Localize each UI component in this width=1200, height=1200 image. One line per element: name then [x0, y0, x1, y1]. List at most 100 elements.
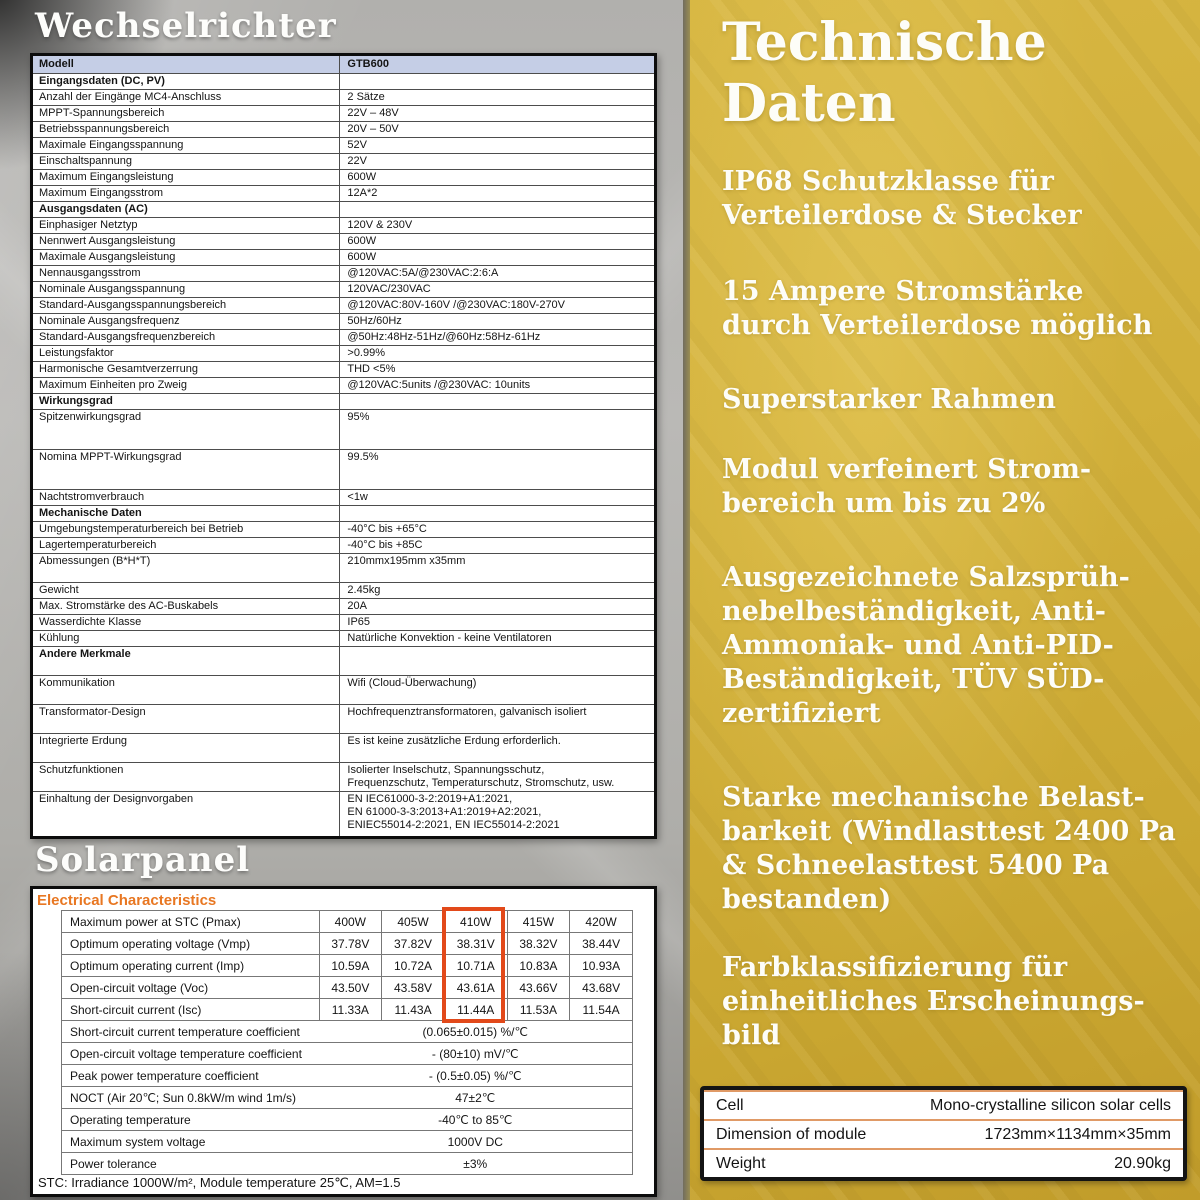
spec-value: EN IEC61000-3-2:2019+A1:2021, EN 61000-3… [347, 793, 560, 831]
spec-table-row: Maximum Einheiten pro Zweig @120VAC:5uni… [33, 378, 654, 394]
feature-bullet-ip68: IP68 Schutzklasse für Verteilerdose & St… [722, 166, 1082, 231]
spec-table-row: Max. Stromstärke des AC-Buskabels 20A [33, 599, 654, 615]
spec-value: @120VAC:5units /@230VAC: 10units [347, 379, 531, 391]
spec-label: Schutzfunktionen [33, 763, 341, 791]
module-table-row: Dimension of module 1723mm×1134mm×35mm [704, 1119, 1183, 1148]
spec-table-row: Ausgangsdaten (AC) [33, 202, 654, 218]
spec-table-row: Andere Merkmale [33, 647, 654, 676]
solar-table-row: Operating temperature -40℃ to 85℃ [62, 1109, 632, 1131]
module-row-value: 20.90kg [1114, 1154, 1171, 1172]
module-row-label: Dimension of module [716, 1125, 867, 1143]
spec-value: 600W [347, 251, 377, 263]
spec-label: Wirkungsgrad [33, 394, 341, 409]
feature-bullet-bestaendigkeit: Ausgezeichnete Salzsprüh- nebelbeständig… [722, 562, 1130, 729]
solar-value-420: 10.93A [569, 955, 632, 976]
solar-table-row: Peak power temperature coefficient - (0.… [62, 1065, 632, 1087]
spec-value [340, 394, 654, 409]
spec-table-row: Gewicht 2.45kg [33, 583, 654, 599]
solar-section-title: Solarpanel [35, 840, 251, 880]
spec-table-row: Lagertemperaturbereich -40°C bis +85C [33, 538, 654, 554]
solar-value-415: 11.53A [506, 999, 570, 1020]
spec-label: Integrierte Erdung [33, 734, 341, 762]
solar-row-label: Short-circuit current temperature coeffi… [70, 1024, 300, 1039]
solar-value-410: 38.31V [443, 933, 507, 954]
spec-table-row: Nomina MPPT-Wirkungsgrad 99.5% [33, 450, 654, 490]
spec-label: Betriebsspannungsbereich [33, 122, 341, 137]
spec-label: Nennausgangsstrom [33, 266, 341, 281]
spec-table-row: Transformator-Design Hochfrequenztransfo… [33, 705, 654, 734]
spec-value: -40°C bis +65°C [347, 523, 427, 535]
spec-value: 52V [347, 139, 367, 151]
spec-value: 22V [347, 155, 367, 167]
solar-table-row: Short-circuit current temperature coeffi… [62, 1021, 632, 1043]
spec-label: Gewicht [33, 583, 341, 598]
spec-label: Nominale Ausgangsfrequenz [33, 314, 341, 329]
spec-table-row: Umgebungstemperaturbereich bei Betrieb -… [33, 522, 654, 538]
spec-label: Kommunikation [33, 676, 341, 704]
spec-label: Nominale Ausgangsspannung [33, 282, 341, 297]
feature-bullet-farbklassifizierung: Farbklassifizierung für einheitliches Er… [722, 952, 1145, 1051]
spec-value: 120V & 230V [347, 219, 413, 231]
solar-row-label: Optimum operating voltage (Vmp) [70, 936, 251, 951]
solar-row-value: - (0.5±0.05) %/℃ [428, 1068, 522, 1083]
spec-table-row: Nennwert Ausgangsleistung 600W [33, 234, 654, 250]
solar-row-label: Open-circuit voltage temperature coeffic… [70, 1046, 302, 1061]
solar-value-405: 10.72A [381, 955, 444, 976]
spec-value: GTB600 [347, 58, 389, 70]
spec-label: Mechanische Daten [33, 506, 341, 521]
solar-row-label: Optimum operating current (Imp) [70, 958, 245, 973]
spec-table-row: Maximum Eingangsstrom 12A*2 [33, 186, 654, 202]
solar-table-wrap: Maximum power at STC (Pmax) 400W 405W 41… [61, 907, 633, 1175]
solar-table-row: Open-circuit voltage (Voc) 43.50V 43.58V… [62, 977, 632, 999]
spec-table-row: Kommunikation Wifi (Cloud-Überwachung) [33, 676, 654, 705]
spec-value: 95% [347, 411, 370, 423]
feature-bullet-15-ampere: 15 Ampere Stromstärke durch Verteilerdos… [722, 276, 1153, 341]
spec-value: @120VAC:5A/@230VAC:2:6:A [347, 267, 499, 279]
spec-label: Maximum Eingangsstrom [33, 186, 341, 201]
spec-table-row: Modell GTB600 [33, 56, 654, 74]
module-table-row: Cell Mono-crystalline silicon solar cell… [704, 1090, 1183, 1119]
module-summary-table: Cell Mono-crystalline silicon solar cell… [700, 1086, 1187, 1181]
solar-row-label: Maximum power at STC (Pmax) [70, 914, 241, 929]
spec-value [340, 506, 654, 521]
spec-value: 22V – 48V [347, 107, 399, 119]
solar-value-400: 10.59A [318, 955, 382, 976]
spec-table-row: Standard-Ausgangsfrequenzbereich @50Hz:4… [33, 330, 654, 346]
spec-table-row: Nominale Ausgangsspannung 120VAC/230VAC [33, 282, 654, 298]
solar-value-410: 11.44A [443, 999, 507, 1020]
spec-label: Maximale Eingangsspannung [33, 138, 341, 153]
spec-table-row: Nennausgangsstrom @120VAC:5A/@230VAC:2:6… [33, 266, 654, 282]
solar-value-415: 415W [506, 911, 570, 932]
spec-label: Harmonische Gesamtverzerrung [33, 362, 341, 377]
module-row-label: Weight [716, 1154, 766, 1172]
inverter-section-title: Wechselrichter [35, 6, 337, 46]
feature-bullet-rahmen: Superstarker Rahmen [722, 384, 1056, 415]
solar-value-405: 11.43A [381, 999, 444, 1020]
spec-label: Ausgangsdaten (AC) [33, 202, 341, 217]
spec-value [340, 647, 654, 675]
stc-footnote: STC: Irradiance 1000W/m², Module tempera… [38, 1175, 401, 1190]
spec-label: Wasserdichte Klasse [33, 615, 341, 630]
spec-value [340, 74, 654, 89]
spec-value: Wifi (Cloud-Überwachung) [347, 677, 477, 689]
spec-value: 20V – 50V [347, 123, 399, 135]
spec-value: -40°C bis +85C [347, 539, 423, 551]
solar-row-label: Open-circuit voltage (Voc) [70, 980, 209, 995]
spec-table-row: Abmessungen (B*H*T) 210mmx195mm x35mm [33, 554, 654, 583]
spec-table-row: Maximale Ausgangsleistung 600W [33, 250, 654, 266]
spec-table-row: Einphasiger Netztyp 120V & 230V [33, 218, 654, 234]
spec-table-row: MPPT-Spannungsbereich 22V – 48V [33, 106, 654, 122]
spec-value: 600W [347, 235, 377, 247]
spec-table-row: Maximum Eingangsleistung 600W [33, 170, 654, 186]
spec-value: 99.5% [347, 451, 379, 463]
solar-value-420: 11.54A [569, 999, 632, 1020]
solar-main-rows: Maximum power at STC (Pmax) 400W 405W 41… [62, 911, 632, 1021]
spec-value: 2 Sätze [347, 91, 385, 103]
spec-table-row: Wasserdichte Klasse IP65 [33, 615, 654, 631]
spec-label: Transformator-Design [33, 705, 341, 733]
spec-table-row: Maximale Eingangsspannung 52V [33, 138, 654, 154]
spec-value: @120VAC:80V-160V /@230VAC:180V-270V [347, 299, 566, 311]
spec-table-row: Anzahl der Eingänge MC4-Anschluss 2 Sätz… [33, 90, 654, 106]
feature-bullet-strombereich: Modul verfeinert Strom- bereich um bis z… [722, 454, 1092, 519]
spec-value: 12A*2 [347, 187, 378, 199]
